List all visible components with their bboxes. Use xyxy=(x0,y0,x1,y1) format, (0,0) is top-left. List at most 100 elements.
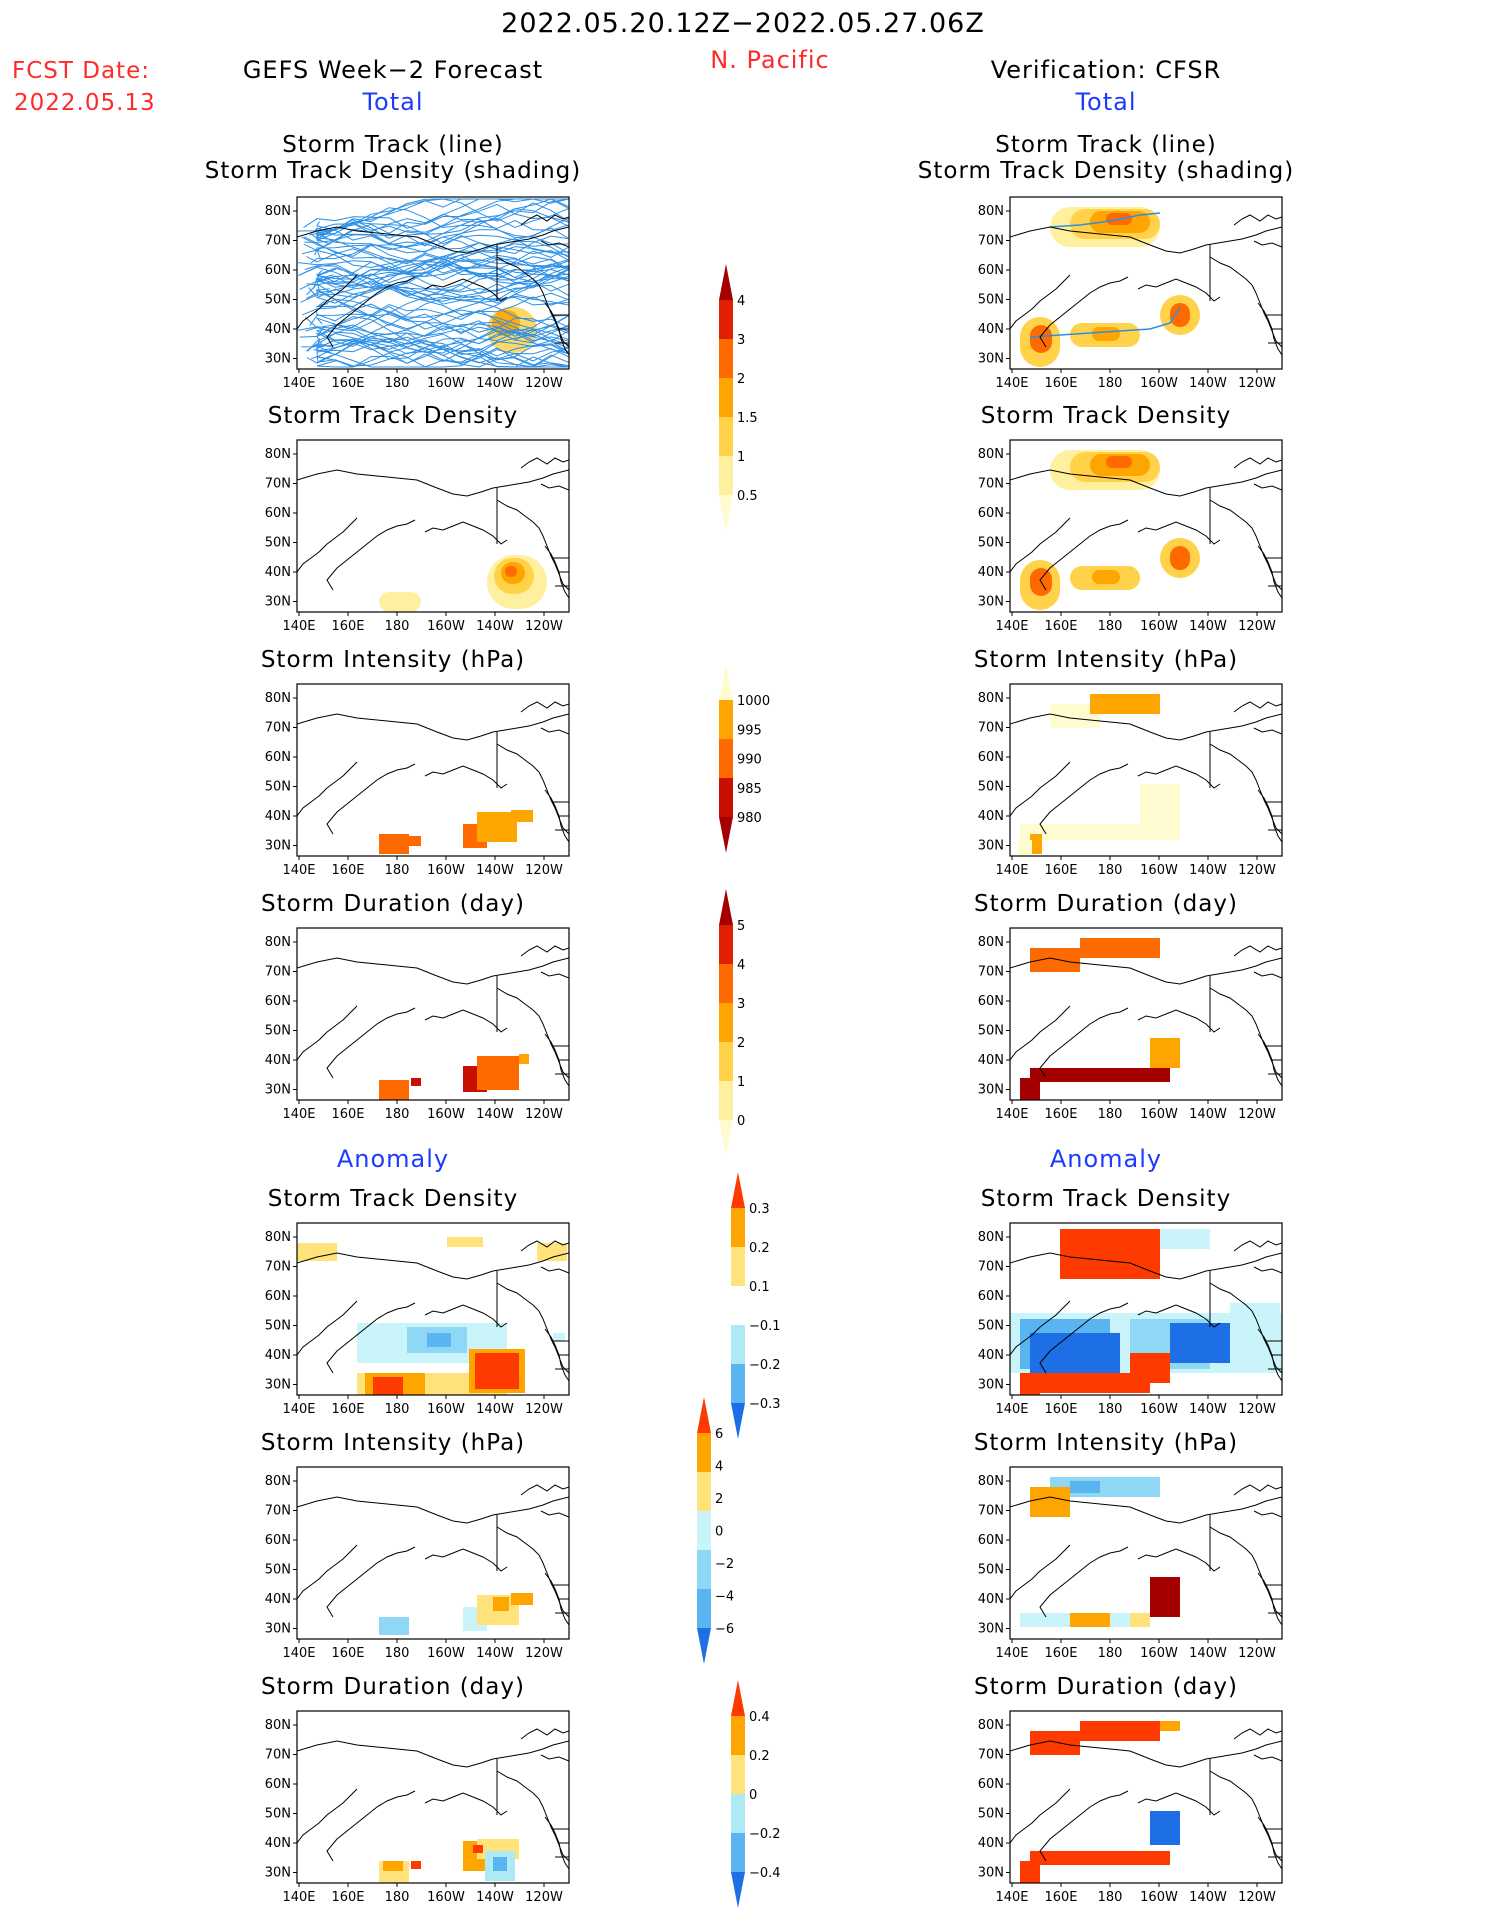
lon-label: 120W xyxy=(1238,863,1276,878)
coastline xyxy=(297,1496,438,1516)
colorbar-segment xyxy=(719,739,733,778)
coastline xyxy=(1149,1496,1282,1524)
map-frame xyxy=(296,927,570,1101)
colorbar-label: 2 xyxy=(715,1492,723,1507)
lat-label: 50N xyxy=(978,1807,1004,1822)
lon-label: 180 xyxy=(1098,863,1123,878)
coastline xyxy=(1149,1252,1282,1280)
shaded-region xyxy=(1160,1229,1210,1249)
colorbar-segment xyxy=(719,339,733,378)
lat-label: 80N xyxy=(265,447,291,462)
coastline xyxy=(553,557,569,587)
colorbar-intensity-anom: 6 4 2 0 −2 −4 −6 xyxy=(697,1397,777,1674)
storm-track-line xyxy=(315,328,569,368)
lat-label: 60N xyxy=(265,1777,291,1792)
map-background xyxy=(297,1223,569,1395)
colorbar-segment xyxy=(719,778,733,817)
colorbar-label: −0.2 xyxy=(749,1827,781,1842)
lon-label: 120W xyxy=(525,863,563,878)
coastline xyxy=(1266,314,1282,344)
map-background xyxy=(297,1711,569,1883)
coastline xyxy=(1266,1828,1282,1858)
shaded-region xyxy=(1150,1038,1180,1068)
lon-label: 160W xyxy=(427,1890,465,1905)
coastline xyxy=(1253,1754,1282,1762)
coastline xyxy=(1253,971,1282,979)
lat-label: 80N xyxy=(978,691,1004,706)
map-svg: 80N 70N 60N 50N 40N 30N 140E 160E 180 160W 140W 120… xyxy=(265,196,570,391)
colorbar-svg: 4 3 2 1.5 1 0.5 xyxy=(719,264,758,531)
lon-label: 160E xyxy=(331,1646,364,1661)
colorbar-arrow-top xyxy=(719,664,733,700)
storm-track-line xyxy=(298,254,569,281)
colorbar-label: 0.5 xyxy=(737,489,758,504)
shaded-region xyxy=(1020,1861,1040,1883)
right-duration-title: Storm Duration (day) xyxy=(974,891,1238,917)
shaded-region xyxy=(1160,1721,1180,1731)
coastline xyxy=(1039,1302,1129,1374)
lat-label: 70N xyxy=(265,1748,291,1763)
map-svg: 80N 70N 60N 50N 40N 30N 140E 160E 180 160W 140W 120… xyxy=(978,1222,1283,1417)
coastline xyxy=(326,763,416,835)
colorbar-segment xyxy=(719,378,733,417)
colorbar-label: 2 xyxy=(737,1036,745,1051)
map-frame xyxy=(296,683,570,857)
lat-label: 60N xyxy=(265,506,291,521)
lat-label: 50N xyxy=(978,780,1004,795)
lon-label: 140W xyxy=(476,1890,514,1905)
coastline xyxy=(1266,801,1282,831)
lon-label: 160E xyxy=(1044,863,1077,878)
lon-label: 180 xyxy=(385,619,410,634)
lon-label: 140W xyxy=(476,863,514,878)
colorbar-density-anom: 0.3 0.2 0.1 −0.1 −0.2 −0.3 xyxy=(731,1172,811,1449)
colorbar-label: 985 xyxy=(737,782,762,797)
lat-label: 30N xyxy=(978,1866,1004,1881)
colorbar-segment xyxy=(731,1794,745,1833)
colorbar-label: 980 xyxy=(737,811,762,826)
lat-label: 30N xyxy=(978,1622,1004,1637)
coastline xyxy=(1149,713,1282,741)
lon-label: 160W xyxy=(1140,1107,1178,1122)
coastline xyxy=(553,1584,569,1614)
shaded-region xyxy=(519,1054,529,1064)
lat-label: 80N xyxy=(265,691,291,706)
colorbar-label: 3 xyxy=(737,997,745,1012)
lon-label: 140W xyxy=(1189,376,1227,391)
map-background xyxy=(297,928,569,1100)
lon-label: 140W xyxy=(476,619,514,634)
colorbar-arrow-top xyxy=(731,1172,745,1208)
colorbar-label: 995 xyxy=(737,723,762,738)
lon-label: 160E xyxy=(1044,619,1077,634)
coastline xyxy=(326,1546,416,1618)
shaded-region xyxy=(1130,1353,1170,1383)
map-frame xyxy=(1009,1710,1283,1884)
shaded-region xyxy=(1060,1229,1160,1279)
coastline xyxy=(1266,1584,1282,1614)
coastline xyxy=(520,1484,569,1496)
coastline xyxy=(1010,761,1071,817)
lat-label: 70N xyxy=(978,721,1004,736)
coastline xyxy=(1233,1240,1282,1252)
map-right-anom-density: 80N 70N 60N 50N 40N 30N 140E 160E 180 160W 140W 120… xyxy=(966,1222,1298,1429)
left-density-title: Storm Track Density xyxy=(267,403,519,429)
colorbar-segment xyxy=(731,1208,745,1247)
coastline xyxy=(436,1740,569,1768)
colorbar-label: 0.2 xyxy=(749,1749,770,1764)
coastline xyxy=(540,727,569,735)
coastline xyxy=(520,214,569,226)
coastline xyxy=(520,945,569,957)
lon-label: 160W xyxy=(1140,1890,1178,1905)
coastline xyxy=(1010,1252,1151,1272)
lat-label: 40N xyxy=(265,322,291,337)
coastline xyxy=(326,519,416,591)
storm-track-line xyxy=(315,309,569,343)
storm-track-line xyxy=(303,207,569,231)
coastline xyxy=(553,1340,569,1370)
coastline xyxy=(1010,957,1151,977)
shaded-region xyxy=(373,1377,403,1395)
storm-track-line xyxy=(310,198,569,240)
period-title: 2022.05.20.12Z−2022.05.27.06Z xyxy=(501,8,985,39)
shaded-region xyxy=(477,1056,519,1090)
lon-label: 180 xyxy=(385,1107,410,1122)
lat-label: 40N xyxy=(978,809,1004,824)
